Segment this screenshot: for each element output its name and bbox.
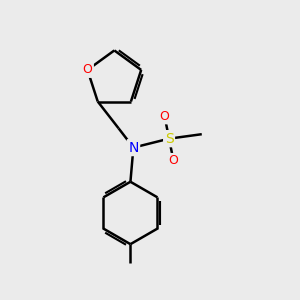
Text: O: O (160, 110, 170, 123)
Text: N: N (128, 141, 139, 154)
Text: O: O (169, 154, 178, 167)
Text: O: O (82, 63, 92, 76)
Text: S: S (165, 132, 173, 146)
